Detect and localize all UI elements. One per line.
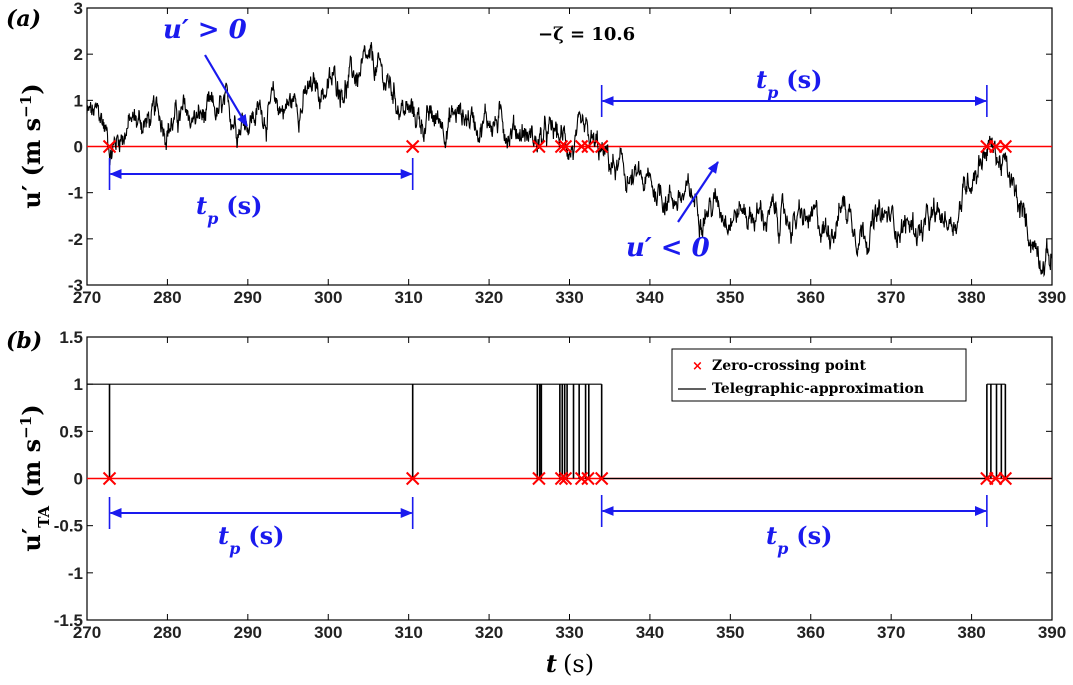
panel-b-zero-crossing-marker [989, 471, 1003, 486]
panel-a-y-tick-label: 3 [74, 0, 83, 18]
panel-b-y-ticks: -1.5 -1 -0.5 0 0.5 1 1.5 [54, 328, 1052, 630]
panel-a-zero-crossing-marker [558, 139, 573, 154]
panel-b-zero-crossing-marker [405, 471, 420, 486]
panel-b-x-tick-label: 320 [475, 623, 503, 642]
panel-a-zero-crossing-marker [581, 139, 595, 154]
panel-a-label: (a) [6, 6, 41, 32]
panel-a-x-tick-label: 390 [1038, 288, 1066, 307]
panel-b-x-tick-label: 390 [1038, 623, 1066, 642]
panel-b-x-tick-label: 340 [636, 623, 664, 642]
panel-b-zero-crossing-marker [532, 471, 546, 486]
panel-a-y-tick-label: 1 [74, 91, 83, 110]
panel-b-label: (b) [6, 328, 42, 354]
panel-a-x-tick-label: 270 [73, 288, 101, 307]
panel-a-zero-crossing-marker [554, 139, 569, 154]
panel-b-zero-crossing-marker [102, 471, 117, 486]
panel-b-y-label: u′TA (m s−1) [17, 404, 53, 551]
panel-a: 270 280 290 300 310 320 330 340 350 360 370 380 390 … [68, 0, 1066, 307]
panel-b-x-tick-label: 270 [73, 623, 101, 642]
legend-label-telegraphic: Telegraphic-approximation [712, 381, 924, 397]
panel-a-y-tick-label: 0 [74, 138, 83, 157]
panel-b-zero-crossing-marker [581, 471, 595, 486]
x-axis-label: t (s) [546, 649, 594, 678]
panel-b-x-tick-label: 350 [716, 623, 744, 642]
panel-b-zero-crossing-marker [998, 471, 1013, 486]
zeta-annotation: −ζ = 10.6 [538, 24, 635, 45]
panel-a-y-tick-label: -3 [68, 276, 83, 295]
panel-a-tp-arrows [108, 85, 988, 190]
panel-b-telegraphic [87, 383, 1052, 480]
panel-b-x-tick-label: 300 [314, 623, 342, 642]
panel-a-y-label: u′ (m s−1) [17, 83, 46, 208]
panel-a-tp-right-label: tp (s) [756, 65, 823, 102]
panel-b-x-tick-label: 330 [555, 623, 583, 642]
panel-a-x-tick-label: 310 [394, 288, 422, 307]
panel-a-zero-crossing-marker [989, 139, 1003, 154]
panel-b-x-tick-label: 280 [153, 623, 181, 642]
legend: × Zero-crossing point Telegraphic-approx… [671, 348, 967, 402]
panel-b-x-tick-label: 380 [957, 623, 985, 642]
panel-b-zero-crossings [102, 471, 1013, 486]
panel-a-zero-crossing-marker [574, 139, 589, 154]
u-negative-arrow [677, 161, 719, 223]
panel-b-y-tick-label: -1.5 [54, 611, 83, 630]
panel-b-x-ticks: 270 280 290 300 310 320 330 340 350 360 370 380 390 [73, 337, 1066, 642]
panel-a-zero-crossing-marker [532, 139, 546, 154]
legend-marker-crossing: × [692, 359, 703, 374]
panel-b-x-tick-label: 290 [234, 623, 262, 642]
panel-b-y-tick-label: -0.5 [54, 517, 83, 536]
panel-a-x-ticks: 270 280 290 300 310 320 330 340 350 360 370 380 390 [73, 8, 1066, 307]
panel-b-y-tick-label: 1.5 [59, 328, 83, 347]
panel-a-y-tick-label: 2 [74, 45, 83, 64]
panel-b-x-tick-label: 360 [797, 623, 825, 642]
u-positive-annotation: u′ > 0 [163, 15, 247, 45]
panel-b-zero-crossing-marker [554, 471, 569, 486]
u-prime-signal-line [86, 42, 1053, 278]
panel-a-zero-crossings [102, 139, 1013, 154]
panel-a-x-tick-label: 340 [636, 288, 664, 307]
panel-a-x-tick-label: 290 [234, 288, 262, 307]
panel-a-zero-crossing-marker [998, 139, 1013, 154]
panel-a-x-tick-label: 360 [797, 288, 825, 307]
panel-a-zero-crossing-marker [405, 139, 420, 154]
panel-a-y-ticks: -3 -2 -1 0 1 2 3 [68, 0, 1052, 295]
u-positive-arrow [204, 54, 248, 127]
panel-b-x-tick-label: 310 [394, 623, 422, 642]
panel-a-tp-left-label: tp (s) [196, 191, 263, 228]
panel-b-tp-left-label: tp (s) [218, 521, 285, 558]
panel-a-y-tick-label: -2 [68, 230, 83, 249]
panel-b-x-tick-label: 370 [877, 623, 905, 642]
panel-b-zero-crossing-marker [594, 471, 609, 486]
panel-b-zero-crossing-marker [558, 471, 573, 486]
panel-a-x-tick-label: 300 [314, 288, 342, 307]
panel-b-tp-right-label: tp (s) [766, 521, 833, 558]
panel-a-x-tick-label: 370 [877, 288, 905, 307]
panel-b-y-tick-label: 1 [74, 375, 83, 394]
panel-a-zero-crossing-marker [102, 139, 117, 154]
panel-b-zero-crossing-marker [574, 471, 589, 486]
panel-a-x-tick-label: 280 [153, 288, 181, 307]
panel-a-signal [86, 42, 1053, 278]
panel-a-y-tick-label: -1 [68, 184, 83, 203]
panel-b-y-tick-label: 0 [74, 470, 83, 489]
panel-a-x-tick-label: 350 [716, 288, 744, 307]
panel-a-zero-crossing-marker [594, 139, 609, 154]
panel-a-x-tick-label: 380 [957, 288, 985, 307]
panel-a-x-tick-label: 320 [475, 288, 503, 307]
panel-b-y-tick-label: 0.5 [59, 422, 83, 441]
legend-box [671, 348, 967, 402]
panel-b-y-tick-label: -1 [68, 564, 83, 583]
panel-b-tp-arrows [108, 495, 988, 529]
u-negative-annotation: u′ < 0 [626, 233, 710, 263]
panel-a-x-tick-label: 330 [555, 288, 583, 307]
legend-label-crossing: Zero-crossing point [712, 358, 866, 374]
